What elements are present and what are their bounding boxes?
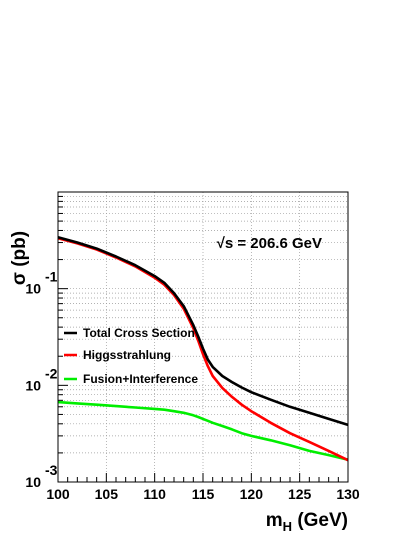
series-lines	[57, 236, 349, 462]
x-tick-label: 130	[336, 486, 360, 502]
energy-annotation: √s = 206.6 GeV	[217, 235, 322, 252]
axis-ticks	[57, 195, 349, 483]
y-tick-label: 10	[25, 377, 41, 393]
x-axis-title-sub: H	[283, 519, 292, 534]
legend-label: Higgsstrahlung	[83, 348, 171, 362]
x-tick-label: 110	[143, 486, 166, 502]
x-tick-label: 120	[240, 486, 264, 502]
x-axis-title-unit: (GeV)	[292, 510, 348, 531]
series-line	[57, 236, 349, 427]
x-tick-labels: 100 105 110 115 120 125 130	[46, 486, 360, 502]
y-tick-label: 10	[25, 281, 41, 297]
x-axis-title: mH (GeV)	[266, 510, 348, 534]
y-tick-label: 10	[25, 474, 41, 490]
x-tick-label: 105	[95, 486, 119, 502]
series-line	[57, 400, 349, 461]
y-tick-exponent: -1	[45, 269, 58, 285]
y-tick-base: 10	[25, 474, 41, 490]
legend: Total Cross Section Higgsstrahlung Fusion+…	[64, 326, 198, 386]
y-tick-base: 10	[25, 377, 41, 393]
y-tick-labels: 10-110-210-3	[25, 269, 57, 490]
y-tick-base: 10	[25, 281, 41, 297]
y-axis-title: σ (pb)	[9, 231, 30, 285]
x-tick-label: 100	[46, 486, 70, 502]
y-tick-exponent: -3	[45, 462, 58, 478]
legend-label: Total Cross Section	[83, 326, 195, 340]
x-axis-title-main: m	[266, 510, 283, 531]
x-tick-label: 115	[192, 486, 215, 502]
x-tick-label: 125	[288, 486, 312, 502]
grid	[58, 192, 348, 483]
y-tick-exponent: -2	[45, 365, 58, 381]
legend-label: Fusion+Interference	[83, 372, 198, 386]
